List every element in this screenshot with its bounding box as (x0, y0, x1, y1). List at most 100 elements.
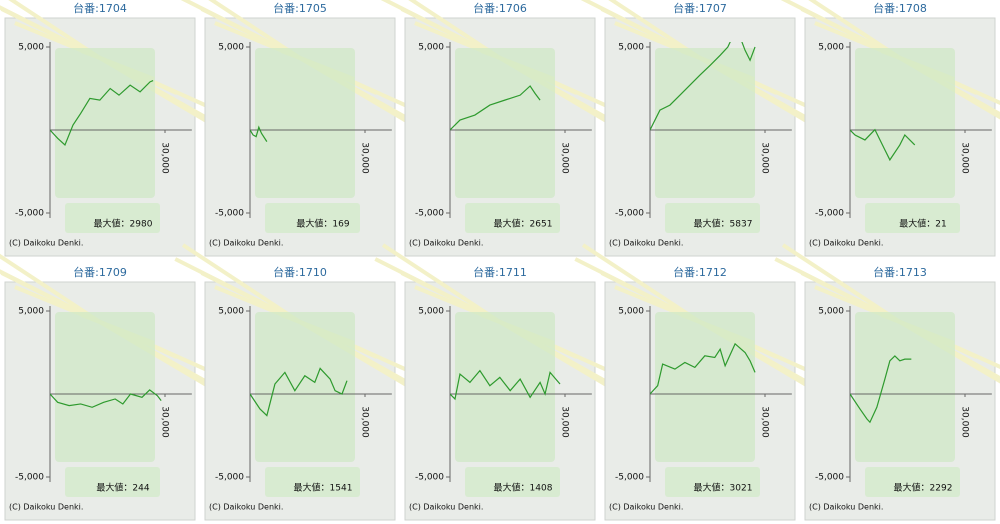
chart-panel: 台番:1709 5,000 -5,000 30,000 最大値：244 (C) Daiko… (0, 253, 232, 521)
x-tick-label: 30,000 (560, 142, 570, 174)
machine-tray (865, 467, 960, 497)
data-line (450, 85, 541, 131)
ray (181, 243, 302, 324)
copyright: (C) Daikoku Denki. (409, 239, 483, 248)
y-tick-label: 5,000 (18, 307, 44, 317)
x-tick-label: 30,000 (360, 406, 370, 438)
chart-panel: 台番:1705 5,000 -5,000 30,000 最大値：169 (C) Daiko… (180, 0, 432, 257)
ray (0, 253, 102, 324)
ray (781, 243, 902, 324)
y-tick-label: -5,000 (215, 209, 244, 219)
chart-panel: 台番:1710 5,000 -5,000 30,000 最大値：1541 (C) Daik… (174, 243, 432, 521)
machine-tray (865, 203, 960, 233)
y-tick-label: -5,000 (815, 209, 844, 219)
chart-title: 台番:1709 (73, 265, 127, 279)
data-line (850, 355, 912, 424)
copyright: (C) Daikoku Denki. (9, 239, 83, 248)
max-value-label: 最大値：3021 (694, 482, 753, 494)
chart-title: 台番:1712 (673, 265, 727, 279)
machine-tray (665, 467, 760, 497)
machine-tray (65, 203, 160, 233)
machine-shape (655, 312, 755, 462)
machine-tray (265, 467, 360, 497)
x-tick-label: 30,000 (160, 406, 170, 438)
x-tick-label: 30,000 (360, 142, 370, 174)
copyright: (C) Daikoku Denki. (409, 503, 483, 512)
max-value-label: 最大値：244 (96, 482, 149, 494)
y-tick-label: 5,000 (218, 43, 244, 53)
ray (381, 243, 502, 324)
max-value-label: 最大値：1408 (494, 482, 553, 494)
y-tick-label: 5,000 (618, 307, 644, 317)
y-tick-label: -5,000 (415, 209, 444, 219)
data-line (50, 79, 154, 146)
ray (608, 0, 702, 60)
max-value-label: 最大値：5837 (694, 218, 753, 230)
machine-tray (465, 203, 560, 233)
machine-tray (465, 467, 560, 497)
copyright: (C) Daikoku Denki. (9, 503, 83, 512)
y-tick-label: -5,000 (615, 473, 644, 483)
x-tick-label: 30,000 (560, 406, 570, 438)
data-line (650, 342, 756, 395)
chart-title: 台番:1710 (273, 265, 327, 279)
y-tick-label: 5,000 (418, 43, 444, 53)
max-value-label: 最大値：169 (296, 218, 349, 230)
machine-shape (55, 312, 155, 462)
chart-panel: 台番:1708 5,000 -5,000 30,000 最大値：21 (C) Daikok… (780, 0, 1000, 257)
max-value-label: 最大値：21 (899, 218, 946, 230)
y-tick-label: -5,000 (215, 473, 244, 483)
copyright: (C) Daikoku Denki. (809, 503, 883, 512)
data-line (50, 389, 162, 408)
data-line (250, 125, 268, 142)
ray (581, 243, 702, 324)
machine-tray (665, 203, 760, 233)
copyright: (C) Daikoku Denki. (609, 239, 683, 248)
max-value-label: 最大値：2292 (894, 482, 953, 494)
machine-tray (65, 467, 160, 497)
machine-shape (455, 312, 555, 462)
machine-shape (255, 48, 355, 198)
y-tick-label: 5,000 (818, 43, 844, 53)
chart-title: 台番:1706 (473, 1, 527, 15)
x-tick-label: 30,000 (760, 142, 770, 174)
chart-panel: 台番:1707 5,000 -5,000 30,000 最大値：5837 (C) Daik… (580, 0, 832, 257)
ray (208, 0, 302, 60)
chart-title: 台番:1705 (273, 1, 327, 15)
y-tick-label: 5,000 (618, 43, 644, 53)
machine-shape (455, 48, 555, 198)
chart-panel: 台番:1713 5,000 -5,000 30,000 最大値：2292 (C) Daik… (774, 243, 1000, 521)
max-value-label: 最大値：1541 (294, 482, 353, 494)
chart-panel: 台番:1706 5,000 -5,000 30,000 最大値：2651 (C) Daik… (380, 0, 632, 257)
copyright: (C) Daikoku Denki. (209, 503, 283, 512)
x-tick-label: 30,000 (160, 142, 170, 174)
machine-shape (855, 48, 955, 198)
x-tick-label: 30,000 (960, 406, 970, 438)
y-tick-label: 5,000 (818, 307, 844, 317)
x-tick-label: 30,000 (760, 406, 770, 438)
max-value-label: 最大値：2980 (94, 218, 153, 230)
chart-panel: 台番:1712 5,000 -5,000 30,000 最大値：3021 (C) Daik… (574, 243, 832, 521)
ray (408, 0, 502, 60)
y-tick-label: -5,000 (615, 209, 644, 219)
chart-title: 台番:1707 (673, 1, 727, 15)
y-tick-label: -5,000 (15, 209, 44, 219)
data-line (450, 369, 561, 401)
machine-shape (255, 312, 355, 462)
ray (8, 0, 102, 60)
data-line (650, 42, 756, 131)
y-tick-label: 5,000 (418, 307, 444, 317)
max-value-label: 最大値：2651 (494, 218, 553, 230)
copyright: (C) Daikoku Denki. (809, 239, 883, 248)
y-tick-label: -5,000 (415, 473, 444, 483)
chart-panel: 台番:1704 5,000 -5,000 30,000 最大値：2980 (C) Daik… (0, 0, 232, 257)
y-tick-label: 5,000 (18, 43, 44, 53)
chart-title: 台番:1704 (73, 1, 127, 15)
machine-tray (265, 203, 360, 233)
x-tick-label: 30,000 (960, 142, 970, 174)
data-line (850, 128, 916, 162)
y-tick-label: -5,000 (15, 473, 44, 483)
chart-title: 台番:1711 (473, 265, 527, 279)
